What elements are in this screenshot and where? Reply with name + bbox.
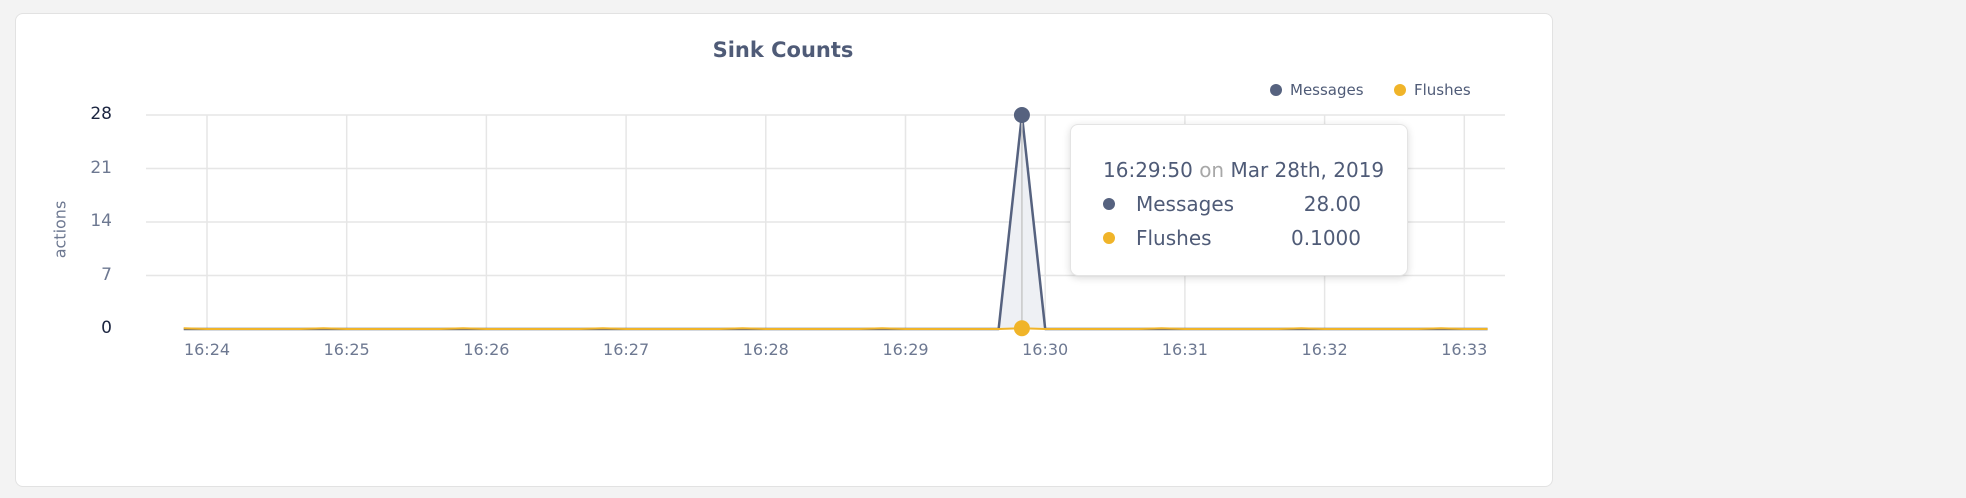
hover-point-messages (1013, 107, 1030, 123)
flushes-dot-icon (1394, 84, 1406, 96)
legend-item-flushes[interactable]: Flushes (1394, 81, 1471, 99)
y-tick-label: 21 (90, 157, 112, 178)
legend-label: Flushes (1414, 81, 1471, 99)
tooltip-time: 16:29:50 on Mar 28th, 2019 (1103, 158, 1385, 182)
chart-title: Sink Counts (712, 38, 854, 62)
x-tick-label: 16:29 (882, 340, 929, 359)
legend-label: Messages (1290, 81, 1364, 99)
tooltip-row-messages: Messages 28.00 (1103, 192, 1361, 216)
y-tick-label: 14 (90, 211, 112, 231)
x-tick-label: 16:31 (1161, 340, 1208, 359)
y-tick-label: 28 (90, 104, 112, 124)
x-tick-label: 16:30 (1022, 340, 1069, 359)
y-tick-label: 0 (101, 318, 112, 338)
messages-dot-icon (1103, 198, 1115, 210)
tooltip: 16:29:50 on Mar 28th, 2019 Messages 28.00… (1070, 124, 1408, 276)
x-tick-label: 16:24 (183, 340, 231, 359)
tooltip-row-flushes: Flushes 0.1000 (1103, 226, 1361, 250)
x-tick-label: 16:32 (1301, 340, 1348, 359)
hover-point-flushes (1013, 320, 1030, 337)
x-tick-label: 16:26 (463, 340, 510, 359)
x-tick-label: 16:25 (323, 340, 370, 359)
x-tick-label: 16:33 (1441, 340, 1488, 359)
legend-item-messages[interactable]: Messages (1270, 81, 1364, 99)
x-tick-label: 16:27 (603, 340, 650, 359)
y-tick-label: 7 (101, 264, 112, 285)
flushes-dot-icon (1103, 232, 1115, 244)
series-line-flushes (183, 327, 1488, 330)
messages-dot-icon (1270, 84, 1282, 96)
x-tick-label: 16:28 (742, 340, 789, 359)
